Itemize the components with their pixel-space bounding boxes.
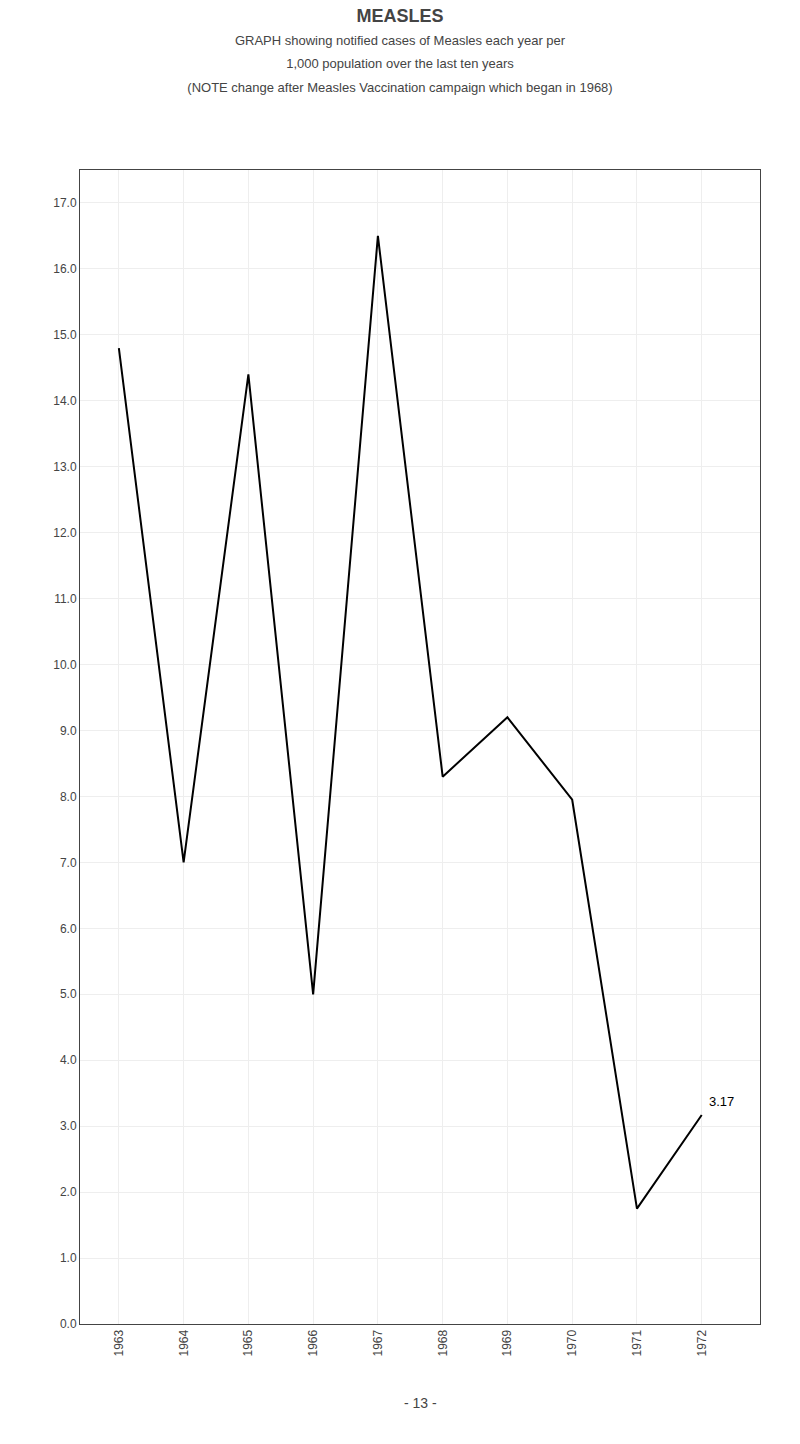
svg-text:0.0: 0.0 xyxy=(60,1317,77,1331)
svg-text:13.0: 13.0 xyxy=(53,460,77,474)
svg-text:8.0: 8.0 xyxy=(60,790,77,804)
svg-text:1964: 1964 xyxy=(177,1329,191,1356)
svg-text:1963: 1963 xyxy=(112,1329,126,1356)
svg-text:3.0: 3.0 xyxy=(60,1119,77,1133)
svg-text:14.0: 14.0 xyxy=(53,394,77,408)
svg-text:12.0: 12.0 xyxy=(53,526,77,540)
svg-text:1.0: 1.0 xyxy=(60,1251,77,1265)
svg-text:10.0: 10.0 xyxy=(53,658,77,672)
svg-text:1969: 1969 xyxy=(500,1329,514,1356)
svg-text:1968: 1968 xyxy=(436,1329,450,1356)
svg-text:1965: 1965 xyxy=(241,1329,255,1356)
svg-text:1967: 1967 xyxy=(371,1329,385,1356)
svg-text:7.0: 7.0 xyxy=(60,856,77,870)
svg-text:1972: 1972 xyxy=(695,1329,709,1356)
svg-text:- 13 -: - 13 - xyxy=(404,1395,437,1411)
svg-text:1971: 1971 xyxy=(630,1329,644,1356)
svg-text:1966: 1966 xyxy=(306,1329,320,1356)
svg-text:16.0: 16.0 xyxy=(53,262,77,276)
svg-text:4.0: 4.0 xyxy=(60,1053,77,1067)
svg-text:9.0: 9.0 xyxy=(60,724,77,738)
svg-text:3.17: 3.17 xyxy=(709,1094,734,1109)
svg-text:15.0: 15.0 xyxy=(53,328,77,342)
svg-text:6.0: 6.0 xyxy=(60,922,77,936)
svg-text:1970: 1970 xyxy=(565,1329,579,1356)
svg-text:2.0: 2.0 xyxy=(60,1185,77,1199)
svg-text:11.0: 11.0 xyxy=(54,592,77,606)
svg-text:MEASLESGRAPH showing notified: MEASLESGRAPH showing notified cases of M… xyxy=(187,6,612,95)
svg-text:17.0: 17.0 xyxy=(53,196,77,210)
svg-text:5.0: 5.0 xyxy=(60,987,77,1001)
